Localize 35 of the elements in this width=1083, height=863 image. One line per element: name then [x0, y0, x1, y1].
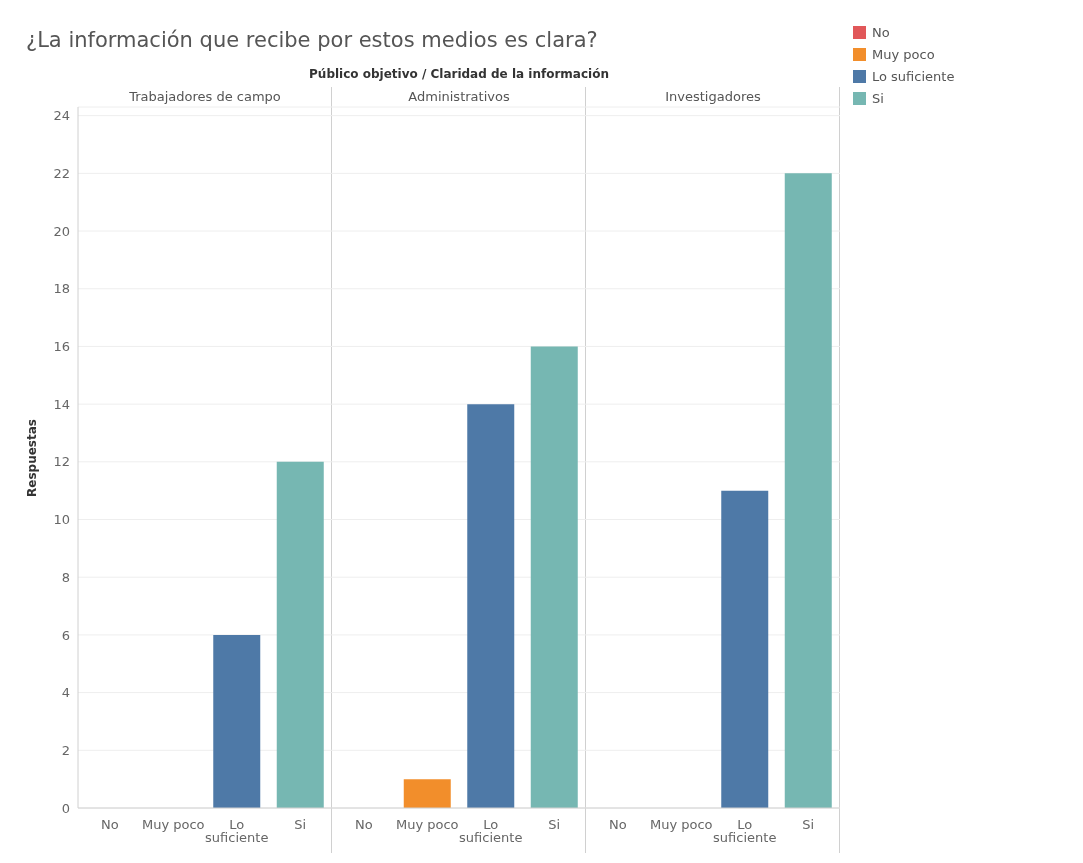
x-tick-label: Lo suficiente: [459, 817, 523, 846]
category-label: Lo suficiente: [872, 68, 955, 84]
y-tick-label: 0: [61, 800, 70, 816]
x-tick-label: Si: [294, 817, 307, 833]
y-tick-label: 14: [53, 396, 70, 412]
text: Público objetivo / Claridad de la información: [308, 67, 610, 81]
chart-title: Trabajadores de campo: [128, 88, 282, 106]
y-tick-label: 12: [53, 454, 70, 470]
y-tick-label: 16: [53, 339, 70, 355]
y-tick-label: 2: [61, 742, 70, 758]
y-axis-title: Respuestas: [25, 419, 39, 497]
y-tick-label: 10: [53, 512, 70, 528]
y-tick-label: 18: [53, 281, 70, 297]
category-label: Muy poco: [872, 46, 935, 62]
y-tick-label: 22: [53, 165, 70, 181]
y-tick-label: 8: [61, 569, 70, 585]
x-tick-label: Muy poco: [649, 817, 713, 833]
x-tick-label: Si: [548, 817, 561, 833]
x-tick-label: Lo suficiente: [713, 817, 777, 846]
x-tick-label: No: [608, 817, 627, 833]
x-tick-label: Muy poco: [141, 817, 205, 833]
y-tick-label: 24: [53, 108, 70, 124]
y-tick-label: 6: [61, 627, 70, 643]
y-tick-label: 4: [61, 685, 70, 701]
category-label: Si: [872, 90, 884, 106]
x-tick-label: Lo suficiente: [205, 817, 269, 846]
x-tick-label: No: [100, 817, 119, 833]
y-tick-label: 20: [53, 223, 70, 239]
x-tick-label: Si: [802, 817, 815, 833]
chart-title: Investigadores: [664, 88, 762, 106]
chart-title: Administrativos: [407, 88, 511, 106]
x-tick-label: No: [354, 817, 373, 833]
text: ¿La información que recibe por estos medios es clara?: [26, 28, 598, 52]
category-label: No: [872, 24, 890, 40]
x-tick-label: Muy poco: [395, 817, 459, 833]
